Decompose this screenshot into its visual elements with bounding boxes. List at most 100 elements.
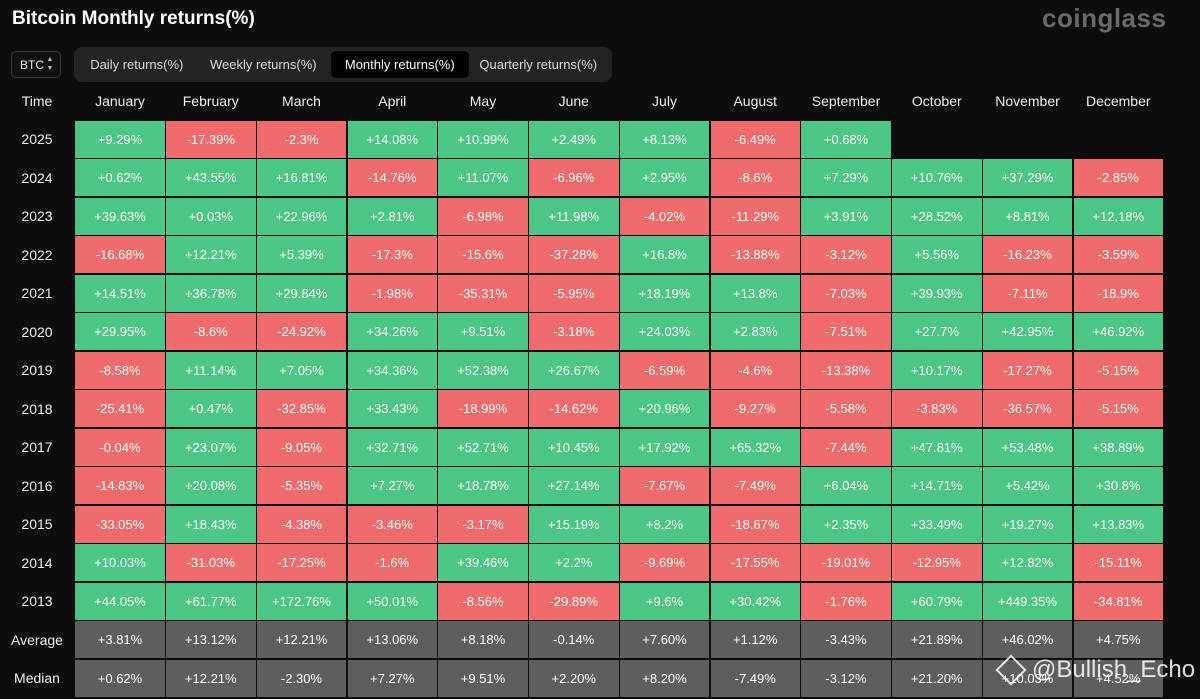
return-cell: -15.11%	[1073, 544, 1163, 582]
return-cell: -3.59%	[1073, 236, 1163, 274]
return-cell: -0.04%	[75, 428, 165, 466]
return-cell: -3.18%	[529, 313, 619, 351]
summary-cell: +2.20%	[529, 659, 619, 697]
return-cell: +29.84%	[256, 274, 347, 312]
return-cell: -6.98%	[438, 197, 528, 235]
summary-cell: +12.21%	[166, 659, 256, 697]
return-cell: -15.6%	[438, 236, 528, 274]
asset-select[interactable]: BTC ▲ ▼	[11, 51, 61, 78]
return-cell: +2.2%	[529, 544, 619, 582]
return-cell: +7.27%	[347, 467, 437, 505]
row-label-year: 2025	[21, 131, 53, 148]
return-cell: +32.71%	[347, 428, 437, 466]
return-cell: +0.47%	[166, 390, 256, 428]
empty-cell	[1074, 121, 1164, 158]
header-month: August	[733, 92, 778, 109]
return-cell: +12.18%	[1073, 197, 1163, 235]
header-month: June	[558, 92, 589, 109]
return-cell: +12.82%	[982, 544, 1073, 582]
return-cell: -6.96%	[529, 159, 619, 197]
return-cell: +16.81%	[256, 159, 347, 197]
tab-monthly-returns[interactable]: Monthly returns(%)	[331, 51, 469, 78]
header-time: Time	[21, 92, 53, 109]
summary-cell: +12.21%	[256, 621, 347, 659]
return-cell: +18.19%	[619, 274, 710, 312]
return-cell: -24.92%	[256, 313, 347, 351]
return-cell: +10.76%	[892, 159, 982, 197]
tab-daily-returns[interactable]: Daily returns(%)	[90, 57, 184, 72]
return-cell: +14.08%	[347, 120, 437, 158]
return-cell: +10.99%	[438, 120, 528, 158]
return-cell: -4.38%	[256, 505, 347, 543]
tab-weekly-returns[interactable]: Weekly returns(%)	[209, 57, 317, 72]
return-cell: +24.03%	[619, 313, 710, 351]
return-cell: -7.03%	[801, 274, 891, 312]
return-cell: +33.49%	[892, 505, 982, 543]
row-label-year: 2014	[21, 554, 53, 571]
return-cell: -9.05%	[256, 428, 347, 466]
summary-cell: +21.20%	[892, 659, 982, 697]
return-cell: +9.29%	[75, 120, 165, 158]
empty-cell	[983, 121, 1073, 158]
return-cell: -4.6%	[710, 351, 800, 389]
summary-cell: +1.12%	[710, 621, 800, 659]
return-cell: -18.67%	[710, 505, 800, 543]
return-cell: +5.42%	[982, 467, 1073, 505]
return-cell: -13.38%	[801, 351, 891, 389]
return-cell: -13.88%	[710, 236, 800, 274]
return-cell: +7.05%	[256, 351, 347, 389]
row-label-year: 2019	[21, 362, 53, 379]
summary-cell: +8.18%	[438, 621, 528, 659]
return-cell: +29.95%	[75, 313, 165, 351]
return-cell: -31.03%	[166, 544, 256, 582]
summary-cell: +4.52%	[1073, 659, 1163, 697]
return-cell: -14.76%	[347, 159, 437, 197]
return-cell: -8.6%	[166, 313, 256, 351]
summary-cell: +8.20%	[619, 659, 710, 697]
row-label-year: 2021	[21, 285, 53, 302]
return-cell: +34.36%	[347, 351, 437, 389]
return-cell: +13.8%	[710, 274, 800, 312]
return-cell: -8.58%	[75, 351, 165, 389]
return-cell: +50.01%	[347, 582, 437, 620]
return-cell: -7.49%	[710, 467, 800, 505]
return-cell: +2.95%	[619, 159, 710, 197]
return-cell: -2.85%	[1073, 159, 1163, 197]
return-cell: +22.96%	[256, 197, 347, 235]
header-month: March	[282, 92, 321, 109]
summary-cell: -3.12%	[801, 659, 891, 697]
return-cell: +47.81%	[892, 428, 982, 466]
header-month: September	[811, 92, 881, 109]
return-cell: -1.6%	[347, 544, 437, 582]
return-cell: +53.48%	[982, 428, 1073, 466]
return-cell: -34.81%	[1073, 582, 1163, 620]
return-cell: +19.27%	[982, 505, 1073, 543]
row-label-year: 2018	[21, 400, 53, 417]
return-cell: +172.76%	[256, 582, 347, 620]
return-cell: +52.38%	[438, 351, 528, 389]
return-cell: -7.67%	[619, 467, 710, 505]
summary-cell: -2.30%	[256, 659, 347, 697]
return-cell: +26.67%	[529, 351, 619, 389]
summary-cell: -7.49%	[710, 659, 800, 697]
return-cell: +7.29%	[801, 159, 891, 197]
return-cell: -18.9%	[1073, 274, 1163, 312]
returns-tabs: Daily returns(%) Weekly returns(%) Month…	[74, 47, 612, 82]
return-cell: +52.71%	[438, 428, 528, 466]
return-cell: +13.83%	[1073, 505, 1163, 543]
return-cell: -5.58%	[801, 390, 891, 428]
return-cell: +5.39%	[256, 236, 347, 274]
summary-cell: +7.27%	[347, 659, 437, 697]
return-cell: +38.89%	[1073, 428, 1163, 466]
summary-cell: +4.75%	[1073, 621, 1163, 659]
return-cell: +0.62%	[75, 159, 165, 197]
return-cell: +36.78%	[166, 274, 256, 312]
return-cell: -29.89%	[529, 582, 619, 620]
return-cell: -5.95%	[529, 274, 619, 312]
return-cell: -14.62%	[529, 390, 619, 428]
return-cell: +37.29%	[982, 159, 1073, 197]
tab-quarterly-returns[interactable]: Quarterly returns(%)	[479, 57, 598, 72]
summary-label: Median	[14, 670, 60, 687]
return-cell: +9.6%	[619, 582, 710, 620]
row-label-year: 2015	[21, 516, 53, 533]
